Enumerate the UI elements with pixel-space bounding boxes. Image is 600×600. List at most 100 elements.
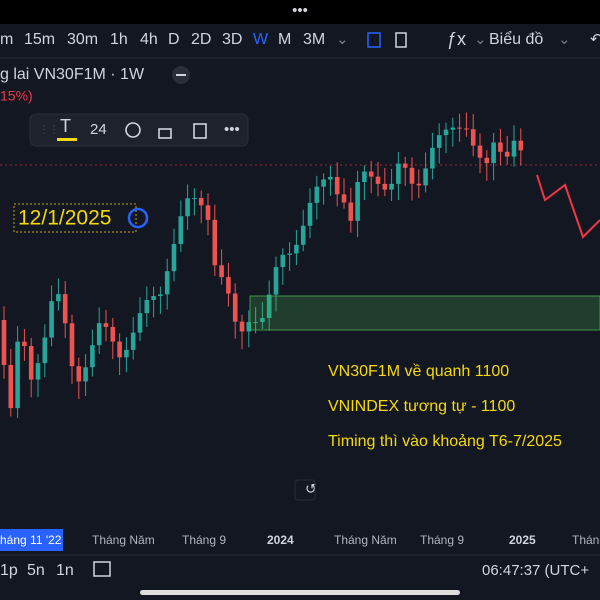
clock: 06:47:37 (UTC+: [482, 562, 589, 579]
target-zone[interactable]: [249, 295, 600, 331]
interval[interactable]: 4h: [140, 31, 158, 48]
interval[interactable]: m: [0, 31, 13, 48]
candle: [375, 176, 381, 184]
indicators[interactable]: ƒx: [447, 29, 466, 49]
x-axis-label: Tháng Năm: [92, 533, 155, 547]
x-axis-label: háng 11 '22: [0, 533, 62, 547]
candle: [130, 332, 136, 350]
candle: [96, 323, 102, 346]
more[interactable]: •••: [224, 121, 240, 138]
color-bar: [57, 138, 77, 141]
grip[interactable]: ⋮⋮: [39, 125, 59, 136]
candle: [22, 341, 27, 347]
candle: [416, 183, 422, 186]
interval[interactable]: 15m: [24, 31, 55, 48]
annotation[interactable]: Timing thì vào khoảng T6-7/2025: [328, 433, 562, 450]
interval[interactable]: M: [278, 31, 291, 48]
bottom-interval[interactable]: 5n: [27, 562, 45, 579]
chart-type-chevron[interactable]: ⌄: [474, 31, 487, 48]
delete-icon[interactable]: [193, 123, 207, 139]
candle: [62, 294, 68, 324]
candle: [192, 197, 197, 199]
candle: [280, 254, 286, 268]
compare-icon[interactable]: [395, 32, 407, 48]
bottom-interval[interactable]: 1n: [56, 562, 74, 579]
top-menu[interactable]: •••: [292, 2, 308, 19]
interval-chevron[interactable]: ⌄: [336, 31, 349, 48]
candle: [273, 267, 279, 295]
interval[interactable]: 30m: [67, 31, 98, 48]
annotation[interactable]: VN30F1M về quanh 1100: [328, 363, 509, 380]
candle: [226, 277, 231, 294]
x-axis-label: Tháng 9: [420, 533, 464, 547]
candle: [443, 129, 449, 136]
candle: [246, 322, 252, 332]
interval[interactable]: 3D: [222, 31, 242, 48]
candle: [1, 320, 7, 365]
candle: [518, 140, 524, 151]
interval[interactable]: 2D: [191, 31, 211, 48]
annotation[interactable]: VNINDEX tương tự - 1100: [328, 398, 515, 415]
x-axis-label: 2025: [509, 533, 536, 547]
candle: [28, 346, 34, 380]
interval[interactable]: W: [253, 31, 269, 48]
candle: [294, 244, 299, 254]
candle: [83, 367, 88, 382]
candle: [341, 194, 347, 203]
bottom-interval[interactable]: 1p: [0, 562, 18, 579]
status-bar: [0, 0, 600, 24]
lock-icon[interactable]: [158, 128, 172, 139]
candle: [402, 163, 408, 168]
interval[interactable]: D: [168, 31, 180, 48]
chart-type[interactable]: Biểu đồ: [489, 30, 543, 48]
projection-line[interactable]: [536, 174, 600, 239]
reset[interactable]: ↺: [305, 481, 317, 497]
font-size[interactable]: 24: [90, 121, 107, 138]
date-label[interactable]: 12/1/2025: [18, 207, 111, 230]
candle: [178, 216, 184, 245]
candle: [409, 167, 415, 184]
candle: [504, 151, 510, 157]
candle: [124, 349, 129, 358]
candle: [49, 301, 54, 338]
candle: [103, 323, 109, 327]
candle: [314, 186, 320, 203]
candle: [205, 205, 211, 220]
candle: [450, 127, 456, 130]
reset-button[interactable]: [294, 479, 316, 501]
date-box[interactable]: [13, 203, 137, 233]
candle: [396, 163, 401, 184]
candle: [42, 337, 48, 364]
candle: [164, 271, 170, 295]
candle: [300, 225, 306, 245]
candle: [110, 326, 116, 342]
handle[interactable]: [127, 207, 149, 229]
candle: [321, 179, 326, 187]
candle: [491, 142, 496, 164]
candle: [464, 128, 469, 130]
candle: [56, 294, 61, 302]
settings-icon[interactable]: [125, 122, 141, 138]
candle-type-icon[interactable]: [367, 32, 381, 48]
candle: [239, 321, 245, 332]
candle: [212, 219, 218, 266]
text-tool[interactable]: T: [60, 116, 71, 136]
candle: [137, 313, 143, 333]
chart-type-chevron[interactable]: ⌄: [558, 31, 571, 48]
undo[interactable]: ↶: [590, 31, 600, 48]
candle: [76, 366, 82, 382]
candle: [253, 322, 258, 324]
candle: [151, 296, 156, 300]
symbol[interactable]: g lai VN30F1M · 1W: [0, 66, 145, 83]
interval[interactable]: 1h: [110, 31, 128, 48]
candle: [389, 183, 394, 190]
candle: [498, 142, 503, 152]
interval[interactable]: 3M: [303, 31, 325, 48]
candle: [348, 202, 354, 221]
candle: [219, 265, 224, 278]
calendar-icon[interactable]: [93, 561, 111, 577]
candle: [232, 293, 238, 322]
x-axis-label: Tháng: [572, 533, 600, 547]
x-cursor-label: [0, 529, 63, 551]
